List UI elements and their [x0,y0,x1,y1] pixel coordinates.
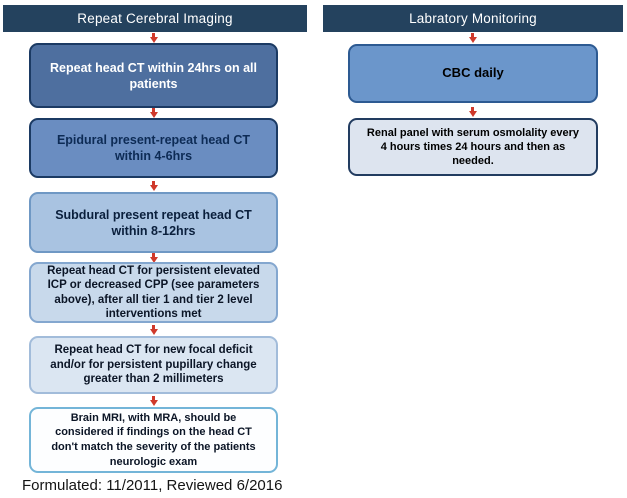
arrow-head [149,37,158,43]
down-arrow-icon [149,396,158,406]
arrow-stem [152,396,155,400]
arrow-head [149,112,158,118]
down-arrow-icon [149,108,158,118]
arrow-head [149,400,158,406]
arrow-stem [152,181,155,185]
arrow-stem [471,33,474,37]
down-arrow-icon [149,253,158,263]
flow-box-cbc-daily: CBC daily [348,44,598,103]
formulated-reviewed-note: Formulated: 11/2011, Reviewed 6/2016 [22,477,283,494]
flow-box-brain-mri-mra: Brain MRI, with MRA, should be considere… [29,407,278,473]
down-arrow-icon [149,33,158,43]
down-arrow-icon [149,325,158,335]
arrow-head [149,257,158,263]
arrow-stem [152,33,155,37]
arrow-stem [152,108,155,112]
down-arrow-icon [468,107,477,117]
arrow-stem [152,325,155,329]
down-arrow-icon [149,181,158,191]
column-header-labratory-monitoring: Labratory Monitoring [323,5,623,32]
arrow-stem [471,107,474,111]
down-arrow-icon [468,33,477,43]
flow-box-subdural-repeat-ct: Subdural present repeat head CT within 8… [29,192,278,253]
flow-box-renal-panel: Renal panel with serum osmolality every … [348,118,598,176]
arrow-head [468,111,477,117]
arrow-head [149,185,158,191]
arrow-stem [152,253,155,257]
flow-box-repeat-head-ct-24hrs: Repeat head CT within 24hrs on all patie… [29,43,278,108]
arrow-head [149,329,158,335]
column-header-repeat-cerebral-imaging: Repeat Cerebral Imaging [3,5,307,32]
flow-box-epidural-repeat-ct: Epidural present-repeat head CT within 4… [29,118,278,178]
arrow-head [468,37,477,43]
flow-box-repeat-ct-focal-deficit: Repeat head CT for new focal deficit and… [29,336,278,394]
flow-box-repeat-ct-elevated-icp: Repeat head CT for persistent elevated I… [29,262,278,323]
